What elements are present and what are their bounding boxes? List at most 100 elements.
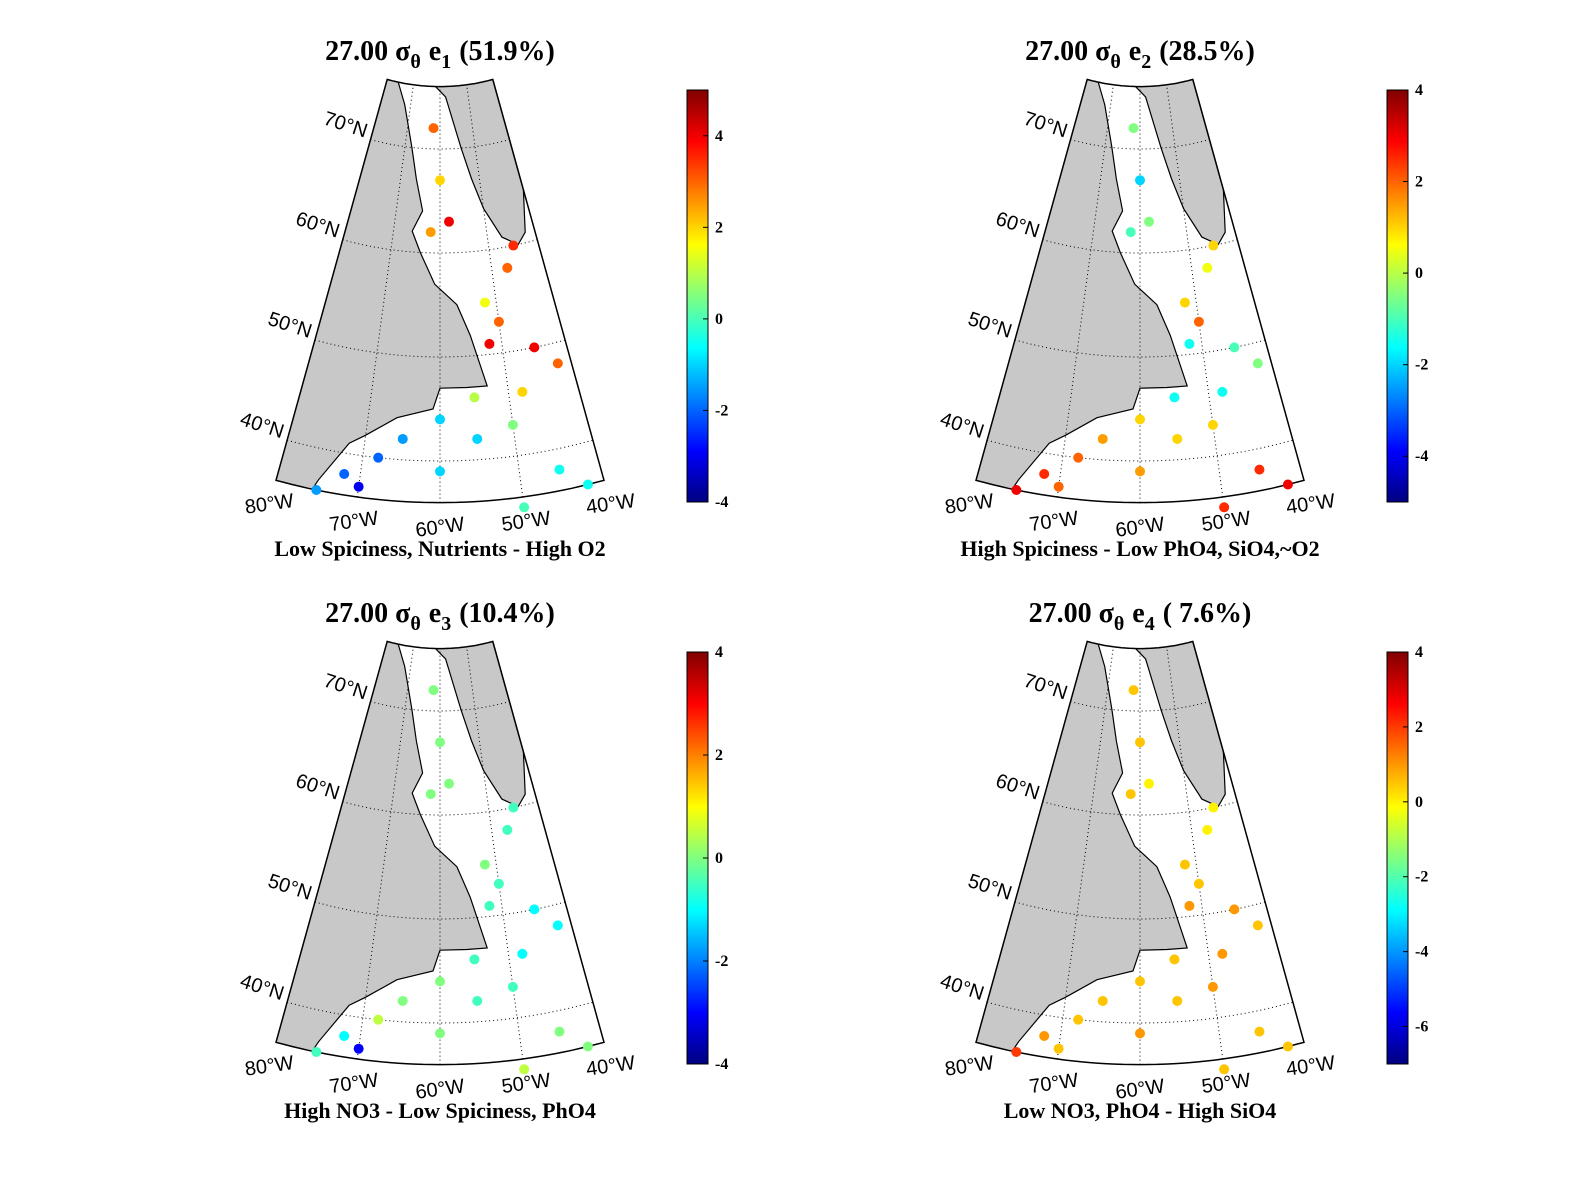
land	[276, 79, 526, 500]
title-subscript: θ	[1114, 613, 1124, 635]
station-point	[1252, 358, 1263, 369]
station-point	[1011, 1047, 1022, 1058]
title-level: 27.00	[1029, 598, 1092, 629]
coastline	[407, 79, 526, 246]
station-point	[1252, 920, 1263, 931]
colorbar	[686, 89, 709, 503]
title-mode: e	[1129, 36, 1141, 67]
station-point	[1135, 175, 1145, 186]
meridian	[356, 646, 414, 1060]
land	[276, 641, 526, 1062]
station-point	[435, 976, 445, 987]
station-point	[435, 414, 445, 425]
map-frame	[975, 640, 1305, 1066]
station-point	[1217, 386, 1228, 397]
caption: High Spiciness - Low PhO4, SiO4,~O2	[960, 536, 1319, 561]
station-point	[1039, 1031, 1050, 1042]
station-point	[1193, 878, 1204, 889]
station-point	[1144, 216, 1155, 227]
station-point	[493, 878, 504, 889]
station-point	[1073, 452, 1084, 463]
station-point	[1229, 904, 1240, 915]
station-point	[1184, 900, 1195, 911]
colorbar-tick-label: 4	[1415, 82, 1423, 99]
title-symbol: σ	[1095, 36, 1111, 67]
station-point	[1135, 1028, 1145, 1039]
meridian	[1056, 646, 1114, 1060]
colorbar-tick-label: 0	[1415, 265, 1423, 282]
station-point	[1053, 1043, 1064, 1054]
station-point	[1282, 1041, 1293, 1052]
station-point	[1172, 995, 1183, 1006]
colorbar-tick-label: 2	[1415, 719, 1423, 736]
station-point	[444, 778, 455, 789]
station-point	[1135, 737, 1145, 748]
meridian	[466, 646, 524, 1060]
station-point	[1193, 316, 1204, 327]
station-point	[1135, 414, 1145, 425]
station-point	[1282, 479, 1293, 490]
station-point	[397, 433, 408, 444]
station-point	[479, 297, 490, 308]
parallel	[1042, 801, 1238, 816]
parallel	[342, 801, 538, 816]
station-point	[1219, 1064, 1230, 1075]
station-point	[425, 789, 436, 800]
station-point	[1144, 778, 1155, 789]
title-subscript: 3	[441, 613, 451, 635]
panel: 27.00 σθ e4( 7.6%)Low NO3, PhO4 - High Si…	[937, 598, 1428, 1123]
station-point	[519, 502, 530, 513]
colorbar	[1386, 89, 1409, 503]
colorbar-tick-label: 2	[715, 747, 723, 764]
station-point	[484, 338, 495, 349]
station-point	[552, 358, 563, 369]
land	[976, 79, 1226, 500]
station-point	[554, 464, 565, 475]
title-mode: e	[429, 36, 441, 67]
station-point	[529, 904, 540, 915]
title-mode: e	[429, 598, 441, 629]
coastline	[407, 641, 526, 808]
station-point	[469, 954, 480, 965]
station-point	[425, 227, 436, 238]
colorbar-tick-label: -2	[715, 402, 728, 419]
caption: Low Spiciness, Nutrients - High O2	[274, 536, 605, 561]
station-point	[435, 175, 445, 186]
station-point	[1208, 802, 1219, 813]
station-point	[1179, 297, 1190, 308]
chart-title: 27.00 σθ e1 (51.9%)	[325, 36, 555, 73]
colorbar	[1386, 651, 1409, 1065]
colorbar-tick-label: -2	[715, 953, 728, 970]
title-subscript: 2	[1141, 51, 1151, 73]
map-frame	[275, 640, 605, 1066]
station-point	[1169, 392, 1180, 403]
station-point	[353, 1043, 364, 1054]
map-frame	[975, 78, 1305, 504]
station-point	[1179, 859, 1190, 870]
colorbar-tick-label: -4	[715, 494, 728, 511]
colorbar-tick-label: -4	[1415, 944, 1428, 961]
station-point	[502, 824, 513, 835]
caption: High NO3 - Low Spiciness, PhO4	[284, 1098, 596, 1123]
colorbar-tick-label: 0	[715, 311, 723, 328]
station-point	[435, 466, 445, 477]
station-point	[582, 1041, 593, 1052]
chart-title: 27.00 σθ e3 (10.4%)	[325, 598, 555, 635]
title-symbol: σ	[1099, 598, 1115, 629]
title-subscript: 1	[441, 51, 451, 73]
station-point	[1208, 240, 1219, 251]
station-point	[428, 685, 439, 696]
station-point	[1202, 824, 1213, 835]
station-point	[1128, 685, 1139, 696]
station-point	[1169, 954, 1180, 965]
station-point	[435, 737, 445, 748]
station-point	[1219, 502, 1230, 513]
colorbar-tick-label: 2	[715, 219, 723, 236]
station-point	[373, 452, 384, 463]
station-point	[339, 469, 350, 480]
station-point	[311, 485, 322, 496]
title-subscript: 4	[1145, 613, 1155, 635]
station-point	[517, 948, 528, 959]
parallel	[1042, 239, 1238, 254]
